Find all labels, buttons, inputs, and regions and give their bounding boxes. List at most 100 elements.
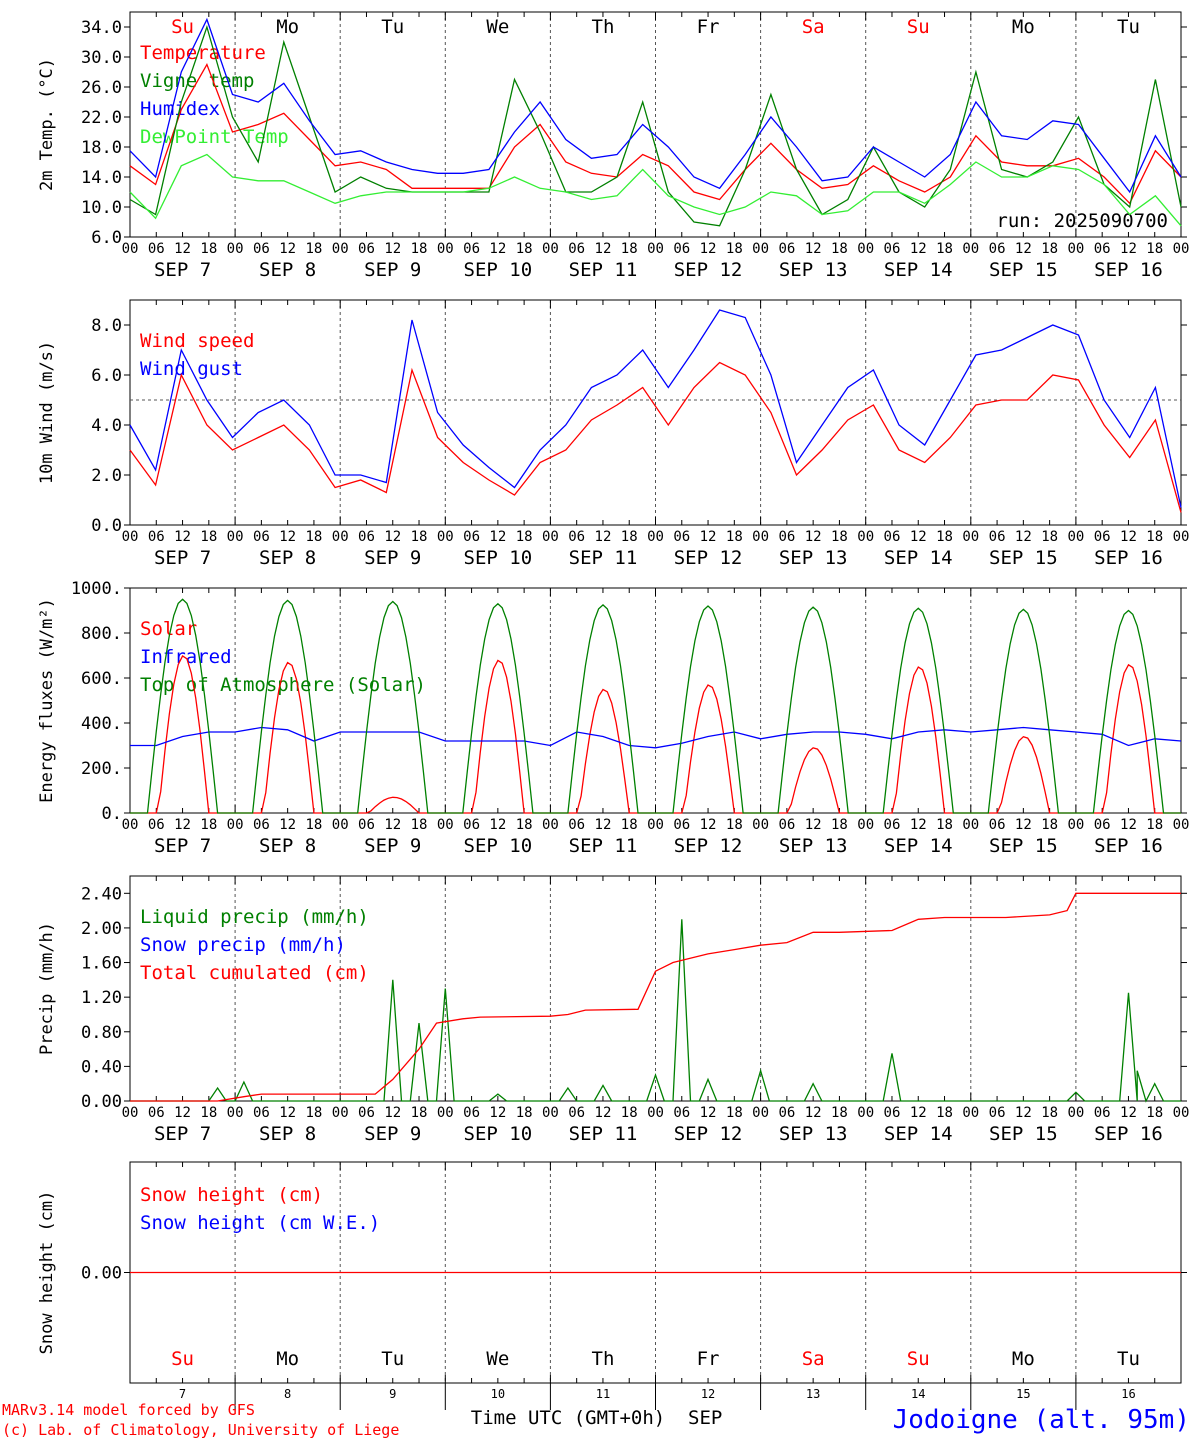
- plot-frame: [129, 11, 1182, 238]
- x-hour-tick-label: 06: [148, 1105, 165, 1121]
- x-hour-tick-label: 12: [700, 817, 717, 833]
- x-hour-tick-label: 12: [595, 1105, 612, 1121]
- y-tick-label: 14.0: [81, 168, 122, 188]
- x-hour-tick-label: 18: [726, 241, 743, 257]
- x-hour-tick-label: 00: [227, 529, 244, 545]
- x-hour-tick-label: 12: [1120, 241, 1137, 257]
- x-hour-tick-label: 00: [437, 1105, 454, 1121]
- weekday-label: Su: [171, 16, 194, 38]
- x-hour-tick-label: 18: [1041, 529, 1058, 545]
- x-hour-tick-label: 12: [384, 241, 401, 257]
- x-hour-tick-label: 00: [647, 529, 664, 545]
- y-axis-label: Precip (mm/h): [37, 922, 57, 1055]
- x-date-label: SEP 8: [259, 259, 316, 281]
- x-hour-tick-label: 18: [305, 529, 322, 545]
- series-line-infrared: [130, 726, 1182, 749]
- x-hour-tick-label: 12: [910, 241, 927, 257]
- x-hour-tick-label: 12: [174, 817, 191, 833]
- weekday-label: Su: [171, 1348, 194, 1370]
- y-tick-label: 18.0: [81, 138, 122, 158]
- x-hour-tick-label: 00: [332, 529, 349, 545]
- weekday-label: Th: [592, 16, 615, 38]
- x-hour-tick-label: 18: [411, 817, 428, 833]
- x-hour-tick-label: 12: [805, 241, 822, 257]
- x-hour-tick-label: 12: [700, 1105, 717, 1121]
- x-hour-tick-label: 18: [1146, 529, 1163, 545]
- chart-panel-5: 0.00 Snow height (cm) Su Mo Tu We Th Fr Sa Su Mo Tu…: [37, 1161, 1187, 1384]
- x-hour-tick-label: 06: [884, 1105, 901, 1121]
- x-hour-tick-label: 06: [989, 241, 1006, 257]
- legend-entry: Top of Atmosphere (Solar): [140, 674, 426, 696]
- weekday-label: Mo: [276, 1348, 299, 1370]
- x-hour-tick-label: 12: [595, 241, 612, 257]
- x-hour-tick-label: 00: [542, 241, 559, 257]
- x-hour-tick-label: 00: [227, 817, 244, 833]
- x-hour-tick-label: 00: [752, 1105, 769, 1121]
- y-tick-label: 0.00: [81, 1264, 122, 1284]
- x-hour-tick-label: 00: [542, 529, 559, 545]
- x-hour-tick-label: 06: [568, 817, 585, 833]
- x-hour-tick-label: 00: [227, 1105, 244, 1121]
- y-tick-label: 2.40: [81, 884, 122, 904]
- weekday-label: Fr: [697, 1348, 720, 1370]
- y-tick-label: 1000.: [71, 579, 122, 599]
- series-line-total-cumulated-cm-: [130, 892, 1181, 1102]
- y-tick-label: 6.0: [91, 366, 122, 386]
- x-hour-tick-label: 12: [279, 529, 296, 545]
- x-hour-tick-label: 00: [962, 1105, 979, 1121]
- x-hour-tick-label: 12: [1015, 817, 1032, 833]
- x-hour-tick-label: 06: [989, 817, 1006, 833]
- x-hour-tick-label: 06: [568, 529, 585, 545]
- day-number-label: 15: [1016, 1387, 1030, 1401]
- x-hour-tick-label: 00: [227, 241, 244, 257]
- y-tick-label: 0.40: [81, 1057, 122, 1077]
- x-date-label: SEP 10: [464, 835, 533, 857]
- chart-panel-1: 6.0 10.0 14.0 18.0 22.0 26.0 30.0 34.0 2m Temp. …: [37, 11, 1189, 281]
- x-hour-tick-label: 06: [1094, 241, 1111, 257]
- y-tick-label: 2.0: [91, 466, 122, 486]
- x-date-label: SEP 16: [1094, 1123, 1163, 1145]
- x-date-label: SEP 10: [464, 259, 533, 281]
- x-date-label: SEP 15: [989, 1123, 1058, 1145]
- x-hour-tick-label: 00: [752, 241, 769, 257]
- x-hour-tick-label: 12: [489, 529, 506, 545]
- x-date-label: SEP 14: [884, 259, 953, 281]
- x-hour-tick-label: 06: [253, 1105, 270, 1121]
- x-hour-tick-label: 00: [962, 817, 979, 833]
- x-hour-tick-label: 06: [673, 241, 690, 257]
- y-tick-label: 600.: [81, 669, 122, 689]
- x-date-label: SEP 8: [259, 1123, 316, 1145]
- x-hour-tick-label: 06: [778, 529, 795, 545]
- y-axis-label: Snow height (cm): [37, 1191, 57, 1355]
- footer: 7 8 9 10 11 12 13 14 15 16 Time UTC (GMT+0h) SEP MAR…: [2, 1383, 1190, 1439]
- x-hour-tick-label: 12: [700, 529, 717, 545]
- x-date-label: SEP 10: [464, 547, 533, 569]
- x-hour-tick-label: 00: [122, 241, 139, 257]
- legend-entry: Temperature: [140, 42, 266, 64]
- y-tick-label: 26.0: [81, 78, 122, 98]
- x-hour-tick-label: 18: [411, 1105, 428, 1121]
- legend-entry: Wind speed: [140, 330, 254, 352]
- x-date-label: SEP 13: [779, 835, 848, 857]
- day-number-label: 13: [806, 1387, 820, 1401]
- legend-entry: DewPoint Temp: [140, 126, 289, 148]
- day-number-label: 8: [284, 1387, 291, 1401]
- y-tick-label: 0.00: [81, 1092, 122, 1112]
- x-hour-tick-label: 06: [673, 817, 690, 833]
- series-line-vigne-temp: [129, 24, 1182, 227]
- x-hour-tick-label: 06: [463, 241, 480, 257]
- x-axis-month: SEP: [688, 1407, 722, 1429]
- x-date-label: SEP 14: [884, 1123, 953, 1145]
- series-line-temperature: [129, 62, 1182, 205]
- x-hour-tick-label: 06: [358, 529, 375, 545]
- weekday-label: Tu: [381, 16, 404, 38]
- x-hour-tick-label: 00: [332, 817, 349, 833]
- x-date-label: SEP 13: [779, 1123, 848, 1145]
- x-hour-tick-label: 12: [174, 241, 191, 257]
- x-date-label: SEP 11: [569, 1123, 638, 1145]
- y-axis-label: 2m Temp. (°C): [37, 58, 57, 191]
- x-hour-tick-label: 00: [122, 529, 139, 545]
- day-number-label: 11: [596, 1387, 610, 1401]
- weekday-label: We: [486, 16, 509, 38]
- x-date-label: SEP 11: [569, 547, 638, 569]
